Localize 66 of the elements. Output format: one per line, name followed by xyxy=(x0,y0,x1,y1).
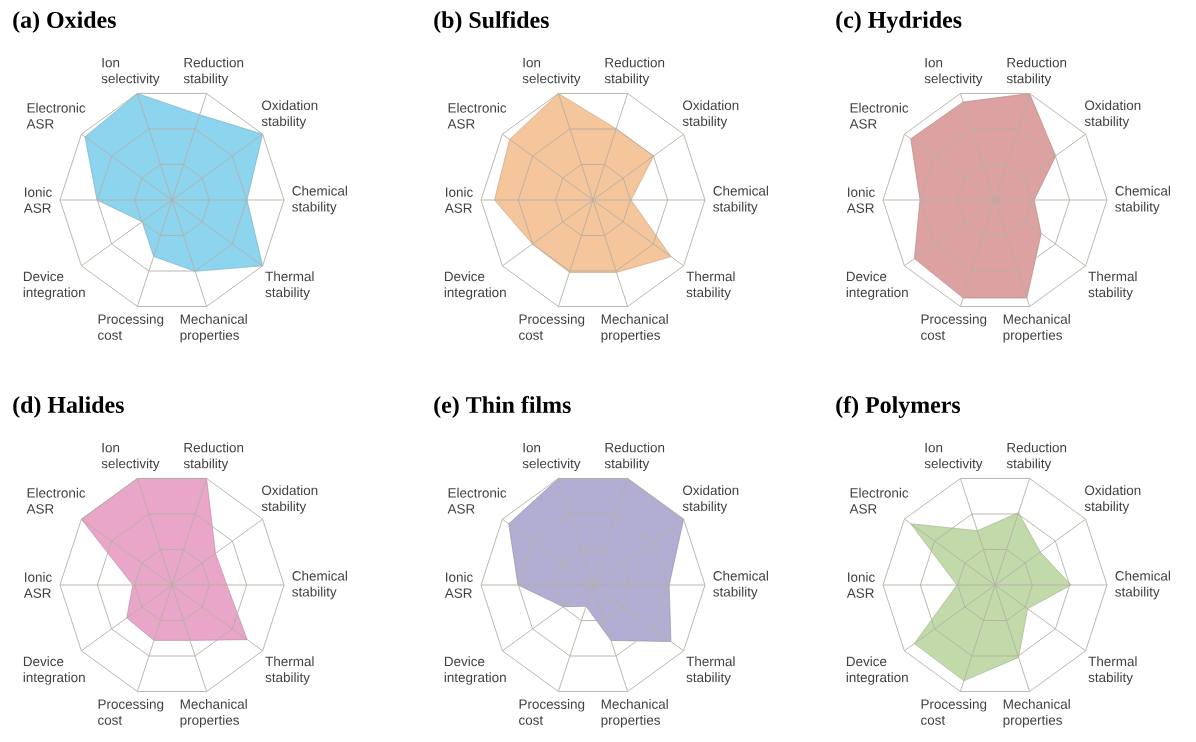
spoke-label: Mechanical properties xyxy=(1003,699,1070,728)
spoke-label: Chemical stability xyxy=(1115,185,1170,215)
spoke-label: Electronic ASR xyxy=(447,487,507,514)
spoke-label: Device integration xyxy=(846,271,908,300)
spoke-label: Reduction stability xyxy=(183,442,244,471)
spoke-label: Electronic ASR xyxy=(849,102,909,129)
spoke-label: Mechanical properties xyxy=(180,699,247,728)
spoke-label: Electronic ASR xyxy=(26,487,86,514)
chart-title: (a) Oxides xyxy=(13,11,116,33)
spoke-label: Oxidation stability xyxy=(261,100,318,129)
chart-title: (b) Sulfides xyxy=(434,11,549,33)
spoke-label: Ion selectivity xyxy=(522,442,581,471)
spoke-label: Thermal stability xyxy=(1088,656,1137,685)
spoke-label: Chemical stability xyxy=(713,185,768,215)
spoke-label: Processing cost xyxy=(921,699,987,725)
spoke-label: Electronic ASR xyxy=(26,102,86,129)
spoke-label: Device integration xyxy=(23,271,85,300)
spoke-label: Oxidation stability xyxy=(1084,485,1141,514)
spoke-label: Oxidation stability xyxy=(682,100,739,129)
spoke-label: Thermal stability xyxy=(265,271,314,300)
spoke-label: Reduction stability xyxy=(183,57,244,86)
spoke-label: Processing cost xyxy=(519,699,585,725)
chart-title: (c) Hydrides xyxy=(836,11,962,33)
spoke-label: Ionic ASR xyxy=(846,572,875,598)
chart-title: (d) Halides xyxy=(13,396,124,418)
chart-title: (e) Thin films xyxy=(434,396,571,418)
spoke-label: Device integration xyxy=(23,656,85,685)
spoke-label: Chemical stability xyxy=(292,185,347,215)
chart-title: (f) Polymers xyxy=(836,396,961,418)
spoke-label: Device integration xyxy=(444,271,506,300)
spoke-label: Thermal stability xyxy=(686,271,735,300)
spoke-label: Ion selectivity xyxy=(101,442,160,471)
spoke-label: Electronic ASR xyxy=(447,102,507,129)
spoke-label: Ionic ASR xyxy=(444,572,473,598)
spoke-label: Oxidation stability xyxy=(682,485,739,514)
spoke-label: Reduction stability xyxy=(604,442,665,471)
spoke-label: Chemical stability xyxy=(292,570,347,600)
spoke-label: Electronic ASR xyxy=(849,487,909,514)
spoke-label: Ionic ASR xyxy=(444,187,473,213)
spoke-label: Ion selectivity xyxy=(101,57,160,86)
spoke-label: Reduction stability xyxy=(604,57,665,86)
spoke-label: Device integration xyxy=(444,656,506,685)
spoke-label: Mechanical properties xyxy=(601,699,668,728)
spoke-label: Ion selectivity xyxy=(924,442,983,471)
spoke-label: Ion selectivity xyxy=(924,57,983,86)
spoke-label: Processing cost xyxy=(519,314,585,340)
spoke-label: Device integration xyxy=(846,656,908,685)
spoke-label: Ionic ASR xyxy=(23,187,52,213)
spoke-label: Mechanical properties xyxy=(601,314,668,343)
spoke-label: Thermal stability xyxy=(1088,271,1137,300)
spoke-label: Ion selectivity xyxy=(522,57,581,86)
spoke-label: Processing cost xyxy=(98,314,164,340)
spoke-label: Processing cost xyxy=(921,314,987,340)
spoke-label: Oxidation stability xyxy=(1084,100,1141,129)
spoke-label: Processing cost xyxy=(98,699,164,725)
spoke-label: Chemical stability xyxy=(1115,570,1170,600)
spoke-label: Oxidation stability xyxy=(261,485,318,514)
spoke-label: Reduction stability xyxy=(1006,442,1067,471)
spoke-label: Ionic ASR xyxy=(23,572,52,598)
spoke-label: Mechanical properties xyxy=(180,314,247,343)
spoke-label: Thermal stability xyxy=(265,656,314,685)
spoke-label: Mechanical properties xyxy=(1003,314,1070,343)
spoke-label: Ionic ASR xyxy=(846,187,875,213)
spoke-label: Thermal stability xyxy=(686,656,735,685)
spoke-label: Chemical stability xyxy=(713,570,768,600)
spoke-label: Reduction stability xyxy=(1006,57,1067,86)
